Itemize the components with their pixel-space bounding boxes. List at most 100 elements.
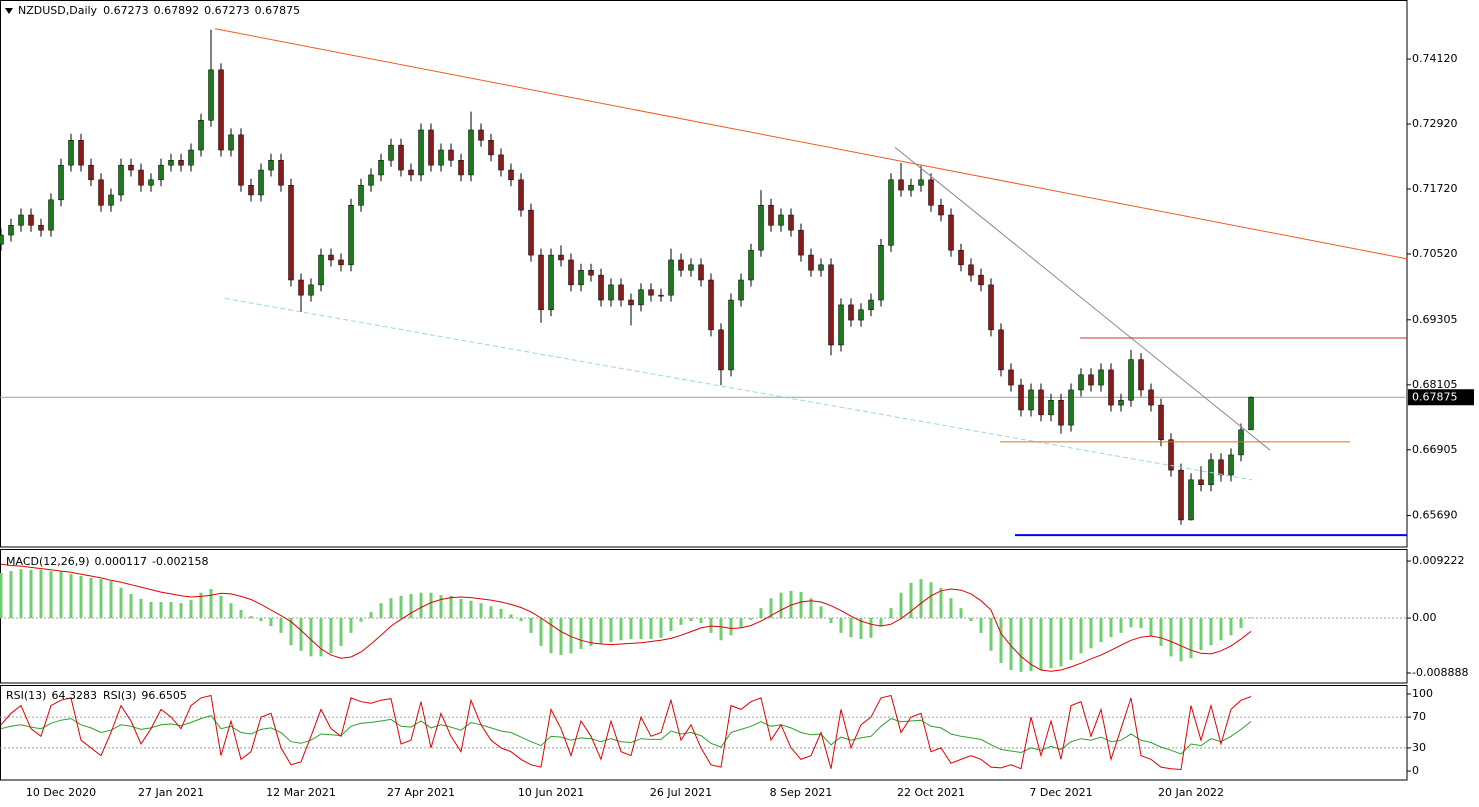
macd-bar [859, 618, 863, 640]
candle-body [408, 169, 414, 176]
macd-bar [1019, 618, 1023, 672]
candle-body [1128, 359, 1134, 401]
macd-bar [749, 618, 753, 620]
macd-bar [89, 577, 93, 619]
candle-body [208, 69, 214, 121]
candle-body [568, 259, 574, 286]
macd-bar [1199, 618, 1203, 651]
candle-body [918, 179, 924, 186]
candle-body [1138, 359, 1144, 391]
macd-bar [1139, 618, 1143, 628]
macd-bar [899, 592, 903, 619]
candle-body [558, 254, 564, 261]
macd-bar [1059, 618, 1063, 667]
candle-body [1028, 389, 1034, 411]
macd-bar [1149, 618, 1153, 636]
candle-body [628, 299, 634, 306]
candle-body [228, 134, 234, 151]
candle-body [1158, 404, 1164, 441]
macd-bar [659, 618, 663, 638]
macd-bar [329, 618, 333, 654]
macd-bar [149, 601, 153, 619]
macd-bar [699, 618, 703, 623]
candle-body [68, 140, 74, 166]
candle-body [998, 329, 1004, 371]
candle-body [548, 254, 554, 311]
candle-body [278, 160, 284, 186]
macd-bar [959, 608, 963, 619]
candle-body [588, 270, 594, 276]
candle-body [1008, 369, 1014, 386]
symbol-menu-icon[interactable] [5, 8, 13, 14]
macd-bar [809, 598, 813, 619]
candle-body [8, 225, 14, 236]
rsi-panel-border [0, 685, 1408, 781]
candle-body [848, 304, 854, 321]
candle-body [358, 184, 364, 206]
macd-bar [499, 608, 503, 619]
y-tick-label: 100 [1412, 687, 1433, 700]
candle-body [808, 254, 814, 271]
x-tick-label: 7 Dec 2021 [1029, 786, 1092, 799]
macd-bar [1069, 618, 1073, 661]
macd-bar [549, 618, 553, 654]
candle-body [878, 245, 884, 301]
x-tick-label: 22 Oct 2021 [897, 786, 965, 799]
macd-bar [1099, 618, 1103, 643]
macd-bar [559, 618, 563, 656]
macd-bar [739, 618, 743, 628]
y-tick-label: 0.74120 [1412, 52, 1458, 65]
macd-bar [639, 618, 643, 640]
x-tick-label: 12 Mar 2021 [266, 786, 336, 799]
candle-body [948, 214, 954, 251]
x-tick-label: 10 Dec 2020 [26, 786, 96, 799]
candle-body [1038, 389, 1044, 416]
candle-body [1198, 479, 1204, 485]
candle-body [438, 149, 444, 166]
macd-bar [579, 618, 583, 649]
candle-body [0, 234, 4, 245]
macd-bar [729, 618, 733, 636]
macd-bar [1009, 618, 1013, 670]
candle-body [58, 164, 64, 201]
candle-body [508, 169, 514, 181]
y-tick-label: -0.008888 [1412, 666, 1468, 679]
macd-bar [829, 618, 833, 623]
candle-body [248, 184, 254, 196]
candle-body [908, 184, 914, 191]
macd-bar [469, 600, 473, 619]
macd-bar [1209, 618, 1213, 646]
macd-bar [979, 618, 983, 633]
candle-body [138, 169, 144, 186]
symbol: NZDUSD,Daily [18, 4, 98, 17]
macd-bar [1089, 618, 1093, 649]
macd-bar [649, 618, 653, 640]
candle-body [818, 264, 824, 271]
macd-bar [479, 603, 483, 619]
candle-body [88, 164, 94, 181]
macd-bar [239, 610, 243, 619]
candle-body [538, 254, 544, 311]
candle-body [368, 174, 374, 186]
macd-bar [909, 582, 913, 619]
macd-bar [1029, 618, 1033, 672]
candle-body [888, 179, 894, 246]
macd-bar [409, 593, 413, 619]
macd-bar [719, 618, 723, 641]
candle-body [1178, 469, 1184, 521]
macd-bar [459, 598, 463, 619]
candle-body [128, 164, 134, 171]
macd-bar [1039, 618, 1043, 670]
rsi-name: RSI(13) [6, 689, 46, 702]
macd-bar [249, 616, 253, 619]
macd-bar [569, 618, 573, 654]
macd-bar [889, 608, 893, 619]
candle-body [988, 284, 994, 331]
candle-body [1188, 479, 1194, 521]
trendline [224, 297, 1253, 481]
macd-bar [799, 592, 803, 619]
macd-bar [1249, 617, 1253, 619]
macd-bar [159, 601, 163, 619]
rsi-value: 64.3283 [51, 689, 97, 702]
candle-body [178, 160, 184, 166]
